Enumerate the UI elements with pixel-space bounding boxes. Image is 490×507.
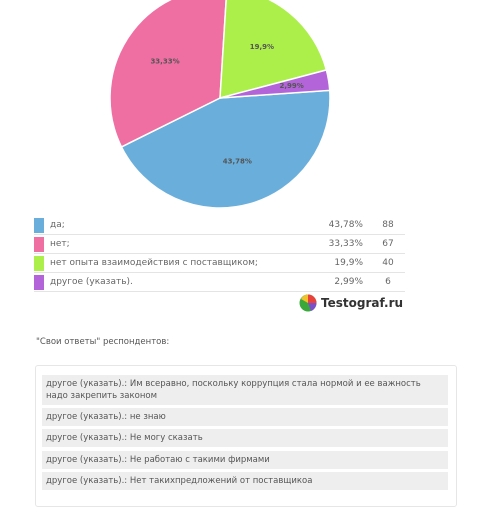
pie-slice-label: 33,33% — [150, 57, 179, 65]
legend-row: другое (указать). 2,99% 6 — [34, 273, 405, 292]
legend-swatch — [34, 217, 44, 233]
legend-swatch — [34, 236, 44, 252]
legend-label: нет опыта взаимодействия с поставщиком; — [50, 258, 258, 268]
pie-slice — [219, 0, 328, 99]
legend-percent: 33,33% — [328, 239, 363, 249]
pie-slice — [219, 69, 331, 99]
legend-label: да; — [50, 220, 65, 230]
legend-percent: 43,78% — [328, 220, 363, 230]
legend-count: 88 — [382, 220, 394, 230]
legend-label: нет; — [50, 239, 70, 249]
comment-item: другое (указать).: Нет такихпредложений … — [42, 472, 448, 490]
comments-title: "Свои ответы" респондентов: — [36, 337, 170, 347]
testograf-logo-icon — [299, 294, 317, 312]
pie-slice-label: 2,99% — [279, 82, 303, 90]
brand-name: Testograf.ru — [321, 296, 404, 310]
legend-swatch — [34, 274, 44, 290]
legend-count: 6 — [385, 277, 391, 287]
legend-count: 40 — [382, 258, 394, 268]
pie-slice — [109, 0, 227, 148]
legend-percent: 19,9% — [334, 258, 363, 268]
comments-list[interactable]: другое (указать).: Им всеравно, поскольк… — [35, 365, 457, 507]
legend-row: нет опыта взаимодействия с поставщиком; … — [34, 254, 405, 273]
pie-slice-label: 43,78% — [223, 158, 252, 166]
brand-logo[interactable]: Testograf.ru — [299, 294, 403, 312]
comment-item: другое (указать).: Не работаю с такими ф… — [42, 451, 448, 469]
legend-row: нет; 33,33% 67 — [34, 235, 405, 254]
legend-count: 67 — [382, 239, 394, 249]
legend-percent: 2,99% — [334, 277, 363, 287]
comment-item: другое (указать).: не знаю — [42, 408, 448, 426]
pie-slice-label: 19,9% — [250, 43, 274, 51]
legend-row: да; 43,78% 88 — [34, 216, 405, 235]
comment-item: другое (указать).: Не могу сказать — [42, 429, 448, 447]
legend-swatch — [34, 255, 44, 271]
pie-slice — [120, 89, 331, 209]
chart-legend: да; 43,78% 88 нет; 33,33% 67 нет опыта в… — [34, 216, 405, 292]
comment-item: другое (указать).: Им всеравно, поскольк… — [42, 375, 448, 405]
legend-label: другое (указать). — [50, 277, 133, 287]
pie-chart: 43,78% 33,33% 19,9% 2,99% — [109, 0, 331, 209]
